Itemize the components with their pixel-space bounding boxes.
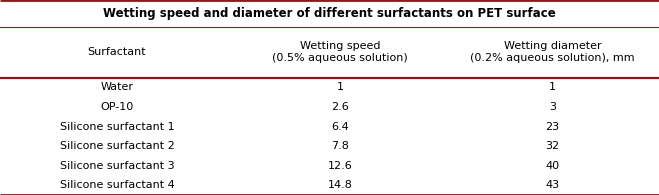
Text: 40: 40 [546, 161, 559, 171]
Text: Wetting diameter
(0.2% aqueous solution), mm: Wetting diameter (0.2% aqueous solution)… [471, 42, 635, 63]
Text: 32: 32 [546, 141, 559, 151]
Text: Silicone surfactant 1: Silicone surfactant 1 [60, 121, 174, 131]
Text: OP-10: OP-10 [100, 102, 134, 112]
Text: 1: 1 [337, 82, 343, 92]
Text: Wetting speed and diameter of different surfactants on PET surface: Wetting speed and diameter of different … [103, 7, 556, 20]
Text: 12.6: 12.6 [328, 161, 353, 171]
Text: 14.8: 14.8 [328, 180, 353, 190]
Text: 7.8: 7.8 [331, 141, 349, 151]
Text: Water: Water [100, 82, 134, 92]
Text: Silicone surfactant 4: Silicone surfactant 4 [59, 180, 175, 190]
Text: Surfactant: Surfactant [88, 47, 146, 57]
Text: 3: 3 [549, 102, 556, 112]
Text: 1: 1 [549, 82, 556, 92]
Text: Silicone surfactant 2: Silicone surfactant 2 [59, 141, 175, 151]
Text: Wetting speed
(0.5% aqueous solution): Wetting speed (0.5% aqueous solution) [272, 42, 408, 63]
Text: 43: 43 [546, 180, 559, 190]
Text: 23: 23 [546, 121, 559, 131]
Text: 6.4: 6.4 [331, 121, 349, 131]
Text: Silicone surfactant 3: Silicone surfactant 3 [60, 161, 174, 171]
Text: 2.6: 2.6 [331, 102, 349, 112]
